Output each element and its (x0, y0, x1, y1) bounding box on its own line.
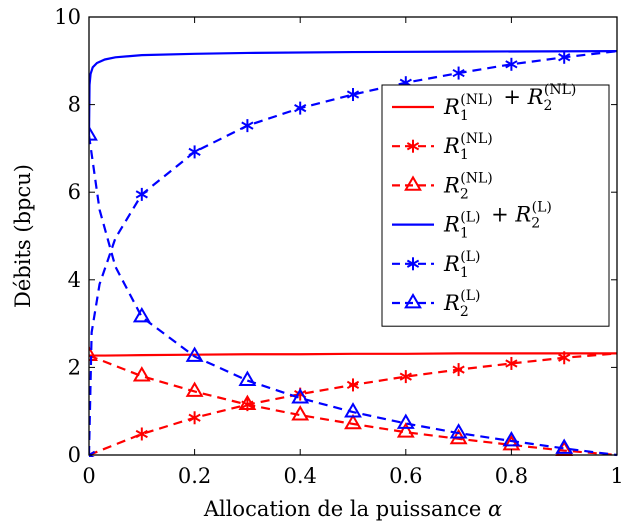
data-point-r1_l (452, 66, 465, 80)
legend-entry-r1_nl: R1(NL) (392, 131, 493, 163)
series-line-r2_nl (89, 354, 618, 457)
legend-entry-r2_l: R2(L) (392, 288, 480, 320)
y-axis-label: Débits (bpcu) (11, 164, 35, 308)
series-r2_l (89, 125, 618, 457)
data-point-r2_nl (132, 366, 151, 382)
data-point-r1_l (294, 101, 307, 115)
legend-entry-r1_l: R1(L) (392, 249, 480, 281)
legend-label: R2(NL) (443, 170, 493, 202)
legend-marker (404, 175, 422, 191)
data-point-r2_l (89, 125, 98, 141)
y-tick-label: 0 (68, 443, 81, 467)
data-point-r2_l (344, 402, 362, 418)
x-tick-label: 0.4 (283, 464, 316, 488)
data-point-r2_l (555, 438, 574, 454)
data-point-r1_l (505, 57, 518, 71)
legend-marker (406, 139, 420, 153)
data-point-r2_l (396, 413, 415, 429)
data-point-r2_l (449, 423, 468, 439)
series-line-sum_l (89, 50, 618, 136)
series-line-r2_l (89, 135, 618, 457)
x-axis-label: Allocation de la puissance α (203, 497, 502, 521)
legend-entry-r2_nl: R2(NL) (392, 170, 493, 202)
x-tick-label: 0.6 (389, 464, 422, 488)
data-point-r2_l (502, 430, 521, 447)
y-tick-label: 2 (68, 355, 81, 379)
data-point-r1_l (241, 119, 254, 133)
data-point-r2_l (291, 388, 310, 404)
data-point-r2_nl (344, 413, 362, 430)
data-point-r2_l (238, 370, 257, 386)
legend-label: R2(L) (443, 288, 480, 320)
data-point-r1_nl (452, 363, 465, 377)
legend-label: R1(NL) + R2(NL) (443, 82, 576, 124)
series-sum_l (89, 50, 618, 136)
data-point-r2_nl (291, 405, 310, 421)
series-r1_l (89, 50, 618, 457)
data-point-r1_nl (135, 427, 148, 441)
data-point-r2_nl (396, 422, 415, 438)
y-tick-label: 8 (68, 93, 81, 117)
data-point-r1_nl (558, 351, 571, 365)
data-point-r1_nl (399, 370, 412, 384)
y-tick-label: 6 (68, 180, 81, 204)
legend-entry-sum_nl: R1(NL) + R2(NL) (392, 82, 576, 124)
legend-entry-sum_l: R1(L) + R2(L) (392, 200, 552, 242)
axes-frame (88, 16, 618, 456)
data-point-r2_nl (238, 394, 257, 411)
x-tick-label: 0 (82, 464, 95, 488)
legend-box (381, 84, 610, 327)
data-point-r1_l (89, 448, 96, 457)
x-tick-label: 1 (610, 464, 622, 488)
data-point-r2_nl (185, 381, 204, 397)
x-tick-label: 0.8 (495, 464, 528, 488)
series-layer (89, 50, 618, 457)
data-point-r1_l (188, 145, 201, 159)
legend-label: R1(L) (443, 249, 480, 281)
y-tick-label: 10 (54, 5, 81, 29)
data-point-r1_l (135, 187, 148, 201)
data-point-r1_l (346, 88, 360, 102)
x-tick-label: 0.2 (178, 464, 211, 488)
legend-marker (406, 257, 420, 271)
legend: R1(NL) + R2(NL) R1(NL) R2(NL)R1(L) + R2(L)… (381, 82, 610, 327)
data-point-r1_nl (188, 411, 201, 425)
data-point-r2_nl (89, 345, 98, 361)
data-point-r2_l (132, 307, 151, 323)
legend-label: R1(L) + R2(L) (443, 200, 552, 242)
data-point-r1_nl (505, 356, 518, 370)
y-tick-label: 4 (68, 268, 81, 292)
series-line-r1_l (89, 50, 618, 456)
data-point-r2_l (185, 346, 204, 362)
data-point-r1_l (558, 50, 571, 64)
legend-marker (404, 293, 422, 309)
data-point-r1_nl (346, 378, 360, 392)
legend-label: R1(NL) (443, 131, 493, 163)
